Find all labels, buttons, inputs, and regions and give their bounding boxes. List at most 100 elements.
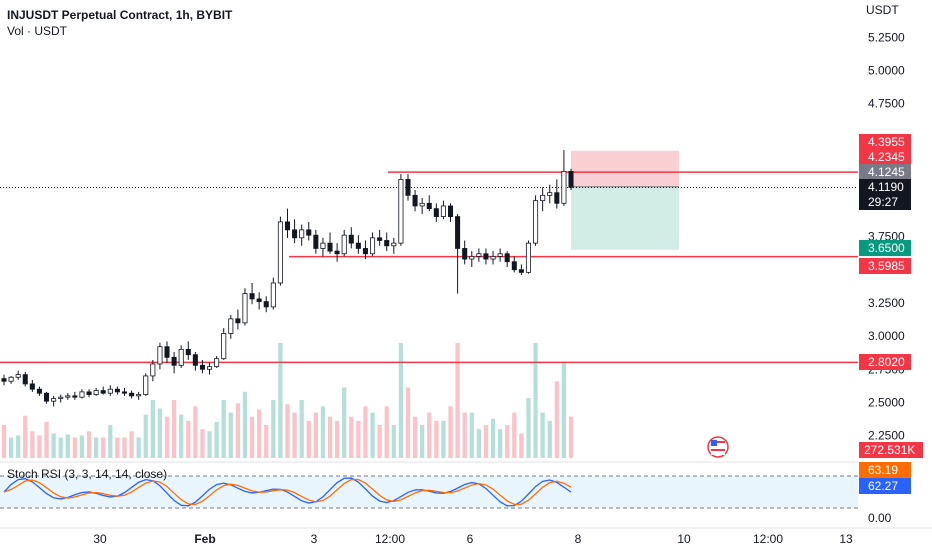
price-tick-label: 2.2500 [868,429,905,443]
volume-bar [292,412,297,458]
volume-badge-label: 272.531K [864,443,915,457]
countdown-label: 29:27 [868,195,898,209]
candle [178,348,184,366]
candle [228,318,234,334]
chart-title: INJUSDT Perpetual Contract, 1h, BYBIT [7,8,233,22]
volume-bar [455,343,460,458]
volume-bar [193,406,198,458]
candle [412,194,418,207]
volume-bar [122,437,127,458]
volume-bar [420,425,425,458]
volume-bar [512,412,517,458]
candle [533,200,539,244]
volume-bar [547,420,552,458]
volume-bar [554,381,559,458]
candle [384,240,390,247]
price-badge-label: 3.6500 [868,241,905,255]
volume-bar [356,420,361,458]
volume-bar [200,429,205,458]
candle [164,346,170,358]
time-tick-label: 6 [467,532,474,546]
volume-bar [51,433,56,458]
candle [362,248,368,255]
candle [65,395,71,398]
volume-bar [242,391,248,458]
candle [299,229,305,239]
candle [121,391,128,394]
candle [292,229,298,239]
volume-bar [94,437,99,458]
candle [469,256,475,260]
candle [419,202,425,207]
volume-bar [207,431,212,458]
candle [313,234,319,249]
candle [270,282,276,308]
volume-bar [278,343,283,458]
volume-bar [214,421,219,458]
volume-bar [179,414,184,458]
candle [143,375,149,395]
price-badge [859,164,911,180]
candle [263,301,269,308]
volume-bar [526,398,531,458]
candle [93,390,99,395]
volume-bar [221,400,226,458]
candle [547,192,553,196]
volume-bar [65,434,70,458]
volume-bar [8,437,14,458]
volume-bar [30,431,35,458]
candle [79,391,85,398]
price-badge [859,240,911,256]
volume-bar [505,425,510,458]
volume-bar [568,416,574,458]
candle [511,261,517,271]
volume-bar [441,420,446,458]
candle [426,202,432,210]
candle [129,392,135,397]
volume-bar [448,406,453,458]
price-badge-label: 4.1245 [868,165,905,179]
candle [15,374,21,378]
candle [497,253,503,257]
candle [1,378,7,382]
stoch-d-value: 63.19 [868,463,898,477]
price-tick-label: 2.5000 [868,396,905,410]
candle [72,395,78,398]
volume-bar [483,425,489,458]
volume-bar [1,425,7,458]
candle [320,242,326,249]
price-badge [859,258,911,274]
price-tick-label: 3.2500 [868,296,905,310]
volume-bar [561,362,567,458]
candle [86,391,92,395]
candle [58,396,64,399]
volume-bar [23,415,28,458]
candle [242,293,248,324]
volume-bar [285,404,290,458]
price-tick-label: 4.7500 [868,97,905,111]
volume-bar [157,408,163,458]
candle [8,376,14,382]
volume-bar [299,400,304,458]
candle [433,208,439,217]
price-badge-label: 4.3955 [868,135,905,149]
candle [334,250,340,255]
candle [568,171,574,188]
volume-bar [235,403,241,458]
stoch-rsi-label: Stoch RSI (3, 3, 14, 14, close) [7,467,167,481]
candle [150,363,156,377]
candle [51,398,57,402]
economic-event-flag-icon[interactable] [707,436,729,458]
volume-bar [228,412,233,458]
price-badge-label: 2.8020 [868,355,905,369]
price-badge-label: 3.5985 [868,259,905,273]
volume-bar [391,425,396,458]
candle [43,392,50,402]
time-tick-label: 12:00 [753,532,783,546]
candle [171,356,177,366]
time-tick-label: 10 [677,532,691,546]
candle [476,253,482,257]
countdown-badge [859,194,911,210]
price-badge [859,179,911,195]
